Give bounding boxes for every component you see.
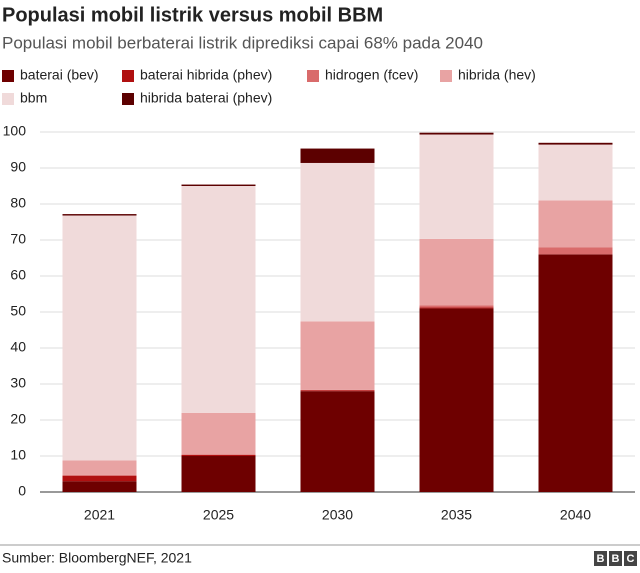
legend-label: baterai hibrida (phev) [140,67,272,83]
y-tick-label: 30 [10,375,26,391]
legend-swatch [440,70,452,82]
y-tick-label: 90 [10,159,26,175]
bar-segment [181,186,256,413]
y-tick-label: 80 [10,195,26,211]
y-tick-label: 20 [10,411,26,427]
bar-segment [62,214,137,216]
chart-title: Populasi mobil listrik versus mobil BBM [2,4,383,26]
logo-letter: C [627,553,635,565]
bar-segment [181,184,256,186]
bar-segment [300,321,375,390]
bar-segment [538,200,613,248]
bar-segment [181,412,256,455]
bar-segment [538,142,613,145]
bar-segment [300,389,375,391]
bar-segment [419,307,494,309]
bar-segment [300,390,375,392]
x-tick-label: 2025 [203,507,234,523]
y-tick-label: 10 [10,447,26,463]
bar-segment [300,162,375,322]
logo-box [594,551,607,566]
x-tick-label: 2035 [441,507,472,523]
legend-label: hidrogen (fcev) [325,67,418,83]
legend-swatch [307,70,319,82]
source: Sumber: BloombergNEF, 2021 [2,550,192,566]
legend-swatch [122,93,134,105]
bar-segment [419,132,494,135]
bar-segment [538,144,613,201]
logo-box [609,551,622,566]
bar-segment [419,238,494,306]
logo-letter: B [597,553,605,565]
bar-segment [181,454,256,455]
bar-segment [419,305,494,308]
y-tick-label: 40 [10,339,26,355]
bar-segment [538,254,613,492]
bar-segment [538,247,613,255]
y-tick-label: 50 [10,303,26,319]
legend-label: hibrida baterai (phev) [140,90,272,106]
y-tick-label: 0 [18,483,26,499]
bar-segment [300,148,375,163]
bar-segment [62,215,137,461]
bar-segment [181,454,256,456]
bar-segment [181,456,256,492]
bar-segment [62,481,137,492]
logo-letter: B [612,553,620,565]
bar-segment [62,474,137,476]
y-tick-label: 100 [3,123,27,139]
bar-segment [419,308,494,492]
y-tick-label: 60 [10,267,26,283]
legend-label: bbm [20,90,47,106]
legend-swatch [122,70,134,82]
legend-swatch [2,70,14,82]
logo-box [624,551,637,566]
legend-label: hibrida (hev) [458,67,536,83]
bar-segment [62,460,137,475]
bar-segment [62,475,137,482]
y-tick-label: 70 [10,231,26,247]
x-tick-label: 2021 [84,507,115,523]
legend-label: baterai (bev) [20,67,99,83]
chart-subtitle: Populasi mobil berbaterai listrik dipred… [2,33,483,52]
bar-segment [300,391,375,492]
legend-swatch [2,93,14,105]
bar-segment [419,134,494,239]
x-tick-label: 2030 [322,507,353,523]
x-tick-label: 2040 [560,507,591,523]
